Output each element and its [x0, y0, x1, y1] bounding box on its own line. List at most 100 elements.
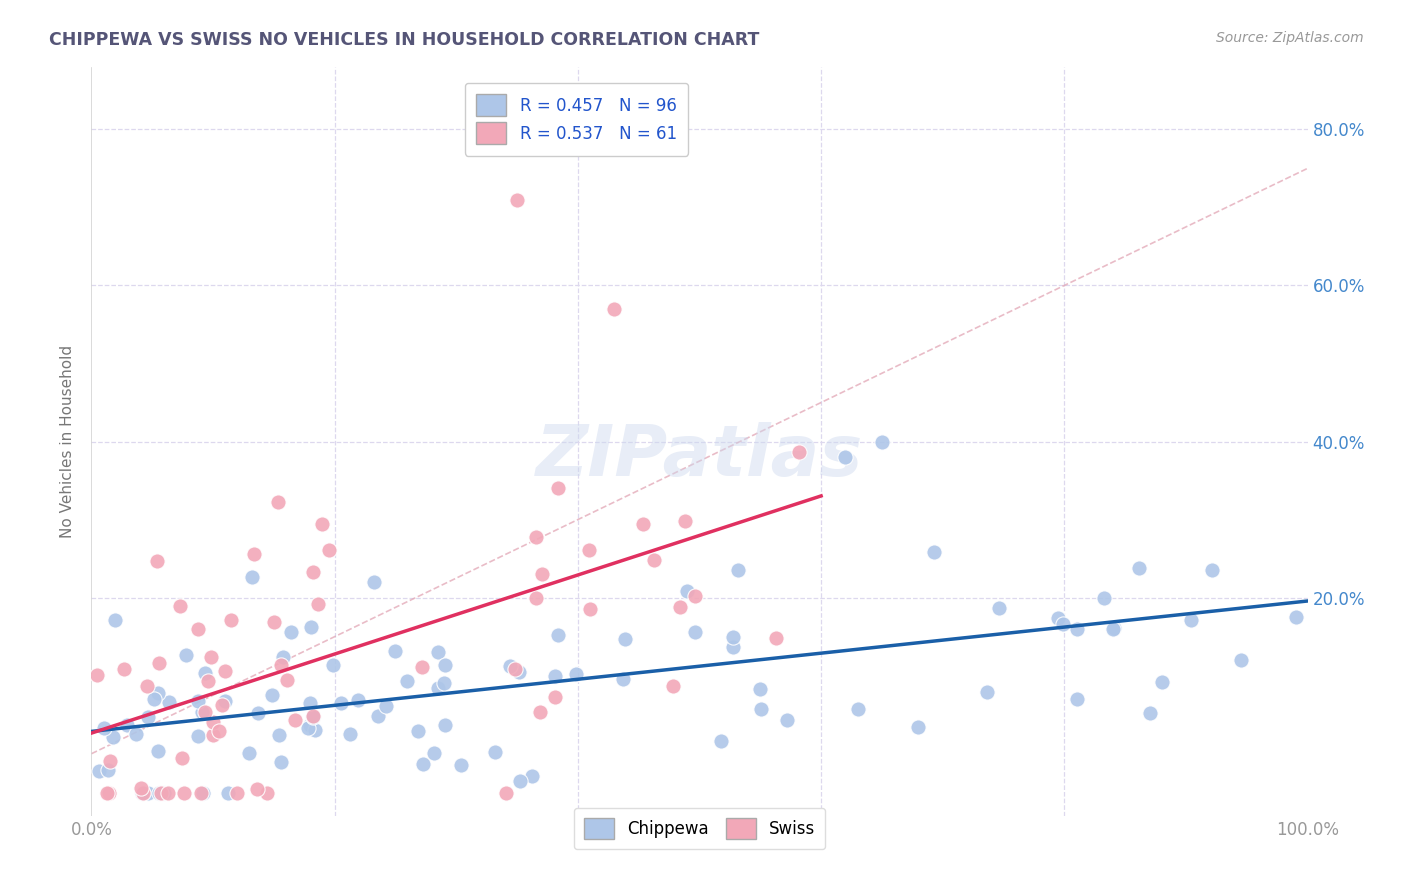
- Point: [1139, 706, 1161, 720]
- Point: [423, 747, 446, 761]
- Point: [330, 696, 353, 710]
- Point: [339, 727, 361, 741]
- Point: [683, 589, 706, 603]
- Point: [526, 591, 548, 605]
- Point: [662, 679, 685, 693]
- Point: [301, 708, 323, 723]
- Point: [214, 694, 236, 708]
- Point: [434, 718, 457, 732]
- Point: [870, 434, 893, 449]
- Point: [520, 770, 543, 784]
- Point: [846, 702, 869, 716]
- Point: [547, 481, 569, 495]
- Y-axis label: No Vehicles in Household: No Vehicles in Household: [60, 345, 76, 538]
- Point: [433, 676, 456, 690]
- Point: [201, 714, 224, 729]
- Point: [834, 450, 856, 464]
- Point: [727, 563, 749, 577]
- Point: [544, 690, 567, 705]
- Point: [685, 624, 707, 639]
- Point: [412, 757, 434, 772]
- Point: [157, 695, 180, 709]
- Point: [427, 645, 450, 659]
- Point: [200, 650, 222, 665]
- Point: [612, 672, 634, 686]
- Point: [1047, 611, 1070, 625]
- Text: Source: ZipAtlas.com: Source: ZipAtlas.com: [1216, 31, 1364, 45]
- Point: [86, 668, 108, 682]
- Point: [142, 692, 165, 706]
- Point: [145, 554, 167, 568]
- Point: [93, 721, 115, 735]
- Point: [776, 714, 799, 728]
- Point: [208, 724, 231, 739]
- Point: [136, 710, 159, 724]
- Point: [531, 566, 554, 581]
- Point: [217, 786, 239, 800]
- Point: [169, 599, 191, 613]
- Point: [676, 584, 699, 599]
- Point: [1201, 563, 1223, 577]
- Point: [499, 658, 522, 673]
- Point: [1285, 610, 1308, 624]
- Point: [170, 751, 193, 765]
- Point: [246, 782, 269, 797]
- Point: [1066, 692, 1088, 706]
- Point: [506, 193, 529, 207]
- Point: [484, 746, 506, 760]
- Point: [396, 673, 419, 688]
- Point: [302, 710, 325, 724]
- Point: [304, 723, 326, 737]
- Point: [276, 673, 298, 688]
- Point: [174, 648, 197, 663]
- Point: [260, 688, 283, 702]
- Point: [97, 763, 120, 777]
- Point: [529, 705, 551, 719]
- Point: [976, 685, 998, 699]
- Point: [1150, 674, 1173, 689]
- Point: [187, 694, 209, 708]
- Point: [922, 545, 945, 559]
- Point: [1066, 622, 1088, 636]
- Point: [318, 543, 340, 558]
- Point: [1102, 622, 1125, 636]
- Point: [406, 724, 429, 739]
- Point: [298, 696, 321, 710]
- Point: [98, 754, 121, 768]
- Point: [509, 773, 531, 788]
- Point: [503, 662, 526, 676]
- Point: [104, 613, 127, 627]
- Point: [524, 530, 547, 544]
- Point: [311, 517, 333, 532]
- Point: [263, 615, 285, 629]
- Point: [284, 714, 307, 728]
- Point: [96, 786, 118, 800]
- Point: [156, 786, 179, 800]
- Point: [297, 721, 319, 735]
- Point: [363, 574, 385, 589]
- Point: [243, 547, 266, 561]
- Point: [299, 619, 322, 633]
- Point: [270, 657, 292, 672]
- Point: [187, 622, 209, 636]
- Point: [194, 705, 217, 719]
- Point: [191, 786, 214, 800]
- Point: [87, 764, 110, 778]
- Point: [603, 301, 626, 316]
- Point: [307, 598, 329, 612]
- Point: [721, 640, 744, 655]
- Point: [544, 668, 567, 682]
- Point: [214, 665, 236, 679]
- Point: [97, 786, 120, 800]
- Point: [197, 674, 219, 689]
- Point: [202, 728, 225, 742]
- Point: [240, 569, 263, 583]
- Point: [631, 517, 654, 532]
- Text: ZIPatlas: ZIPatlas: [536, 422, 863, 491]
- Point: [751, 702, 773, 716]
- Point: [280, 625, 302, 640]
- Point: [1102, 621, 1125, 635]
- Point: [190, 786, 212, 800]
- Point: [256, 786, 278, 800]
- Point: [148, 786, 170, 800]
